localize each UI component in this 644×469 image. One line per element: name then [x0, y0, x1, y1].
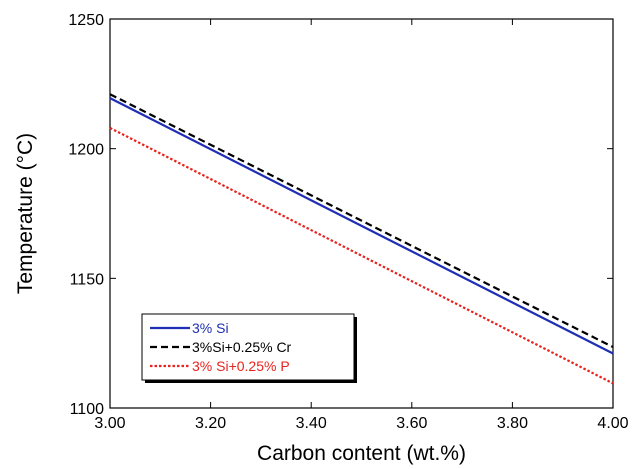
series-line-1	[109, 97, 614, 355]
series-line-3	[109, 126, 614, 385]
y-tick-label: 1100	[70, 401, 105, 418]
x-tick-label: 4.00	[597, 415, 628, 432]
legend: 3% Si 3%Si+0.25% Cr 3% Si+0.25% P	[141, 313, 357, 383]
y-tick-label: 1150	[70, 271, 105, 288]
legend-label-3: 3% Si+0.25% P	[192, 358, 290, 374]
y-axis-title: Temperature (°C)	[14, 133, 37, 294]
plot-area	[109, 18, 614, 409]
x-tick-label: 3.20	[195, 415, 226, 432]
x-tick-label: 3.00	[94, 415, 125, 432]
series-lines	[109, 93, 614, 385]
series-line-2	[109, 93, 614, 349]
x-tick-label: 3.60	[396, 415, 427, 432]
x-tick-label: 3.40	[296, 415, 327, 432]
x-axis-title: Carbon content (wt.%)	[257, 442, 466, 465]
plot-frame	[109, 18, 614, 409]
axis-ticks: 3.00 3.20 3.40 3.60 3.80 4.00 1100 1150 1200 1250	[68, 12, 628, 432]
y-tick-label: 1250	[68, 12, 104, 29]
legend-label-2: 3%Si+0.25% Cr	[192, 339, 292, 355]
x-tick-label: 3.80	[497, 415, 528, 432]
y-tick-label: 1200	[68, 142, 104, 159]
legend-label-1: 3% Si	[192, 320, 229, 336]
